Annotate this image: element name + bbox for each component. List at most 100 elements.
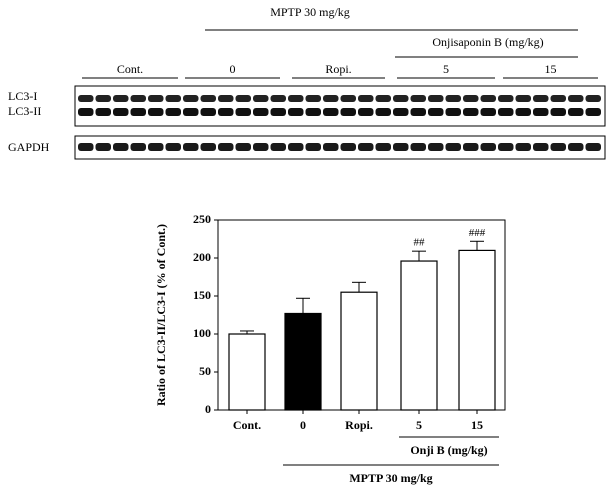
band bbox=[200, 143, 216, 151]
band bbox=[165, 108, 181, 116]
band bbox=[498, 108, 514, 116]
bar bbox=[340, 291, 378, 411]
y-tick-label: 250 bbox=[193, 212, 211, 226]
band bbox=[568, 143, 584, 151]
x-tick-label: 15 bbox=[471, 418, 483, 432]
band bbox=[445, 143, 461, 151]
band bbox=[515, 143, 531, 151]
band bbox=[165, 143, 181, 151]
band bbox=[148, 108, 164, 116]
group-label: Ropi. bbox=[325, 62, 351, 76]
x-tick-label: 0 bbox=[300, 418, 306, 432]
band bbox=[428, 95, 444, 102]
band bbox=[463, 143, 479, 151]
band bbox=[550, 143, 566, 151]
band bbox=[78, 108, 94, 116]
band bbox=[113, 143, 129, 151]
band bbox=[130, 143, 146, 151]
blot-frame bbox=[74, 135, 606, 160]
band bbox=[200, 108, 216, 116]
band bbox=[288, 108, 304, 116]
band bbox=[305, 108, 321, 116]
band bbox=[253, 108, 269, 116]
band bbox=[95, 108, 111, 116]
band bbox=[393, 108, 409, 116]
band bbox=[305, 95, 321, 102]
band bbox=[358, 108, 374, 116]
band bbox=[568, 108, 584, 116]
treatment-label: MPTP 30 mg/kg bbox=[270, 5, 350, 19]
band bbox=[410, 95, 426, 102]
band bbox=[533, 95, 549, 102]
band bbox=[340, 143, 356, 151]
band bbox=[270, 108, 286, 116]
band bbox=[78, 143, 94, 151]
band bbox=[113, 108, 129, 116]
group-label: Onji B (mg/kg) bbox=[410, 443, 487, 457]
band bbox=[585, 143, 601, 151]
band bbox=[340, 108, 356, 116]
band bbox=[375, 143, 391, 151]
band bbox=[95, 95, 111, 102]
band bbox=[410, 108, 426, 116]
band bbox=[288, 95, 304, 102]
band bbox=[585, 108, 601, 116]
band bbox=[533, 143, 549, 151]
band bbox=[235, 108, 251, 116]
band bbox=[148, 95, 164, 102]
bar bbox=[400, 260, 438, 411]
band bbox=[480, 108, 496, 116]
band bbox=[165, 95, 181, 102]
band bbox=[410, 143, 426, 151]
band bbox=[375, 95, 391, 102]
band bbox=[253, 95, 269, 102]
group-label: 15 bbox=[545, 62, 557, 76]
band bbox=[550, 108, 566, 116]
y-tick-label: 200 bbox=[193, 250, 211, 264]
band bbox=[533, 108, 549, 116]
band bbox=[445, 108, 461, 116]
band bbox=[270, 95, 286, 102]
band bbox=[218, 143, 234, 151]
band bbox=[218, 108, 234, 116]
y-tick-label: 0 bbox=[205, 402, 211, 416]
band bbox=[183, 95, 199, 102]
band bbox=[95, 143, 111, 151]
band bbox=[200, 95, 216, 102]
band bbox=[130, 108, 146, 116]
band bbox=[375, 108, 391, 116]
band-label: LC3-I bbox=[8, 89, 37, 103]
band bbox=[235, 143, 251, 151]
band bbox=[463, 108, 479, 116]
y-tick-label: 50 bbox=[199, 364, 211, 378]
band bbox=[340, 95, 356, 102]
band bbox=[130, 95, 146, 102]
band bbox=[550, 95, 566, 102]
band bbox=[585, 95, 601, 102]
band bbox=[428, 143, 444, 151]
band bbox=[323, 95, 339, 102]
group-label: MPTP 30 mg/kg bbox=[349, 471, 432, 485]
band bbox=[515, 95, 531, 102]
y-axis-label: Ratio of LC3-II/LC3-I (% of Cont.) bbox=[154, 224, 168, 406]
x-tick-label: Cont. bbox=[233, 418, 261, 432]
band bbox=[148, 143, 164, 151]
band bbox=[323, 143, 339, 151]
control-label: GAPDH bbox=[8, 140, 50, 154]
band bbox=[515, 108, 531, 116]
band bbox=[183, 108, 199, 116]
y-tick-label: 150 bbox=[193, 288, 211, 302]
significance-mark: ## bbox=[414, 237, 426, 249]
band bbox=[78, 95, 94, 102]
band bbox=[568, 95, 584, 102]
band-label: LC3-II bbox=[8, 104, 41, 118]
band bbox=[445, 95, 461, 102]
bar bbox=[228, 333, 266, 411]
band bbox=[498, 95, 514, 102]
group-label: 5 bbox=[443, 62, 449, 76]
y-tick-label: 100 bbox=[193, 326, 211, 340]
bar-chart: Ratio of LC3-II/LC3-I (% of Cont.) 0 50 10… bbox=[154, 212, 506, 485]
band bbox=[480, 95, 496, 102]
band bbox=[288, 143, 304, 151]
group-label: Cont. bbox=[117, 62, 143, 76]
